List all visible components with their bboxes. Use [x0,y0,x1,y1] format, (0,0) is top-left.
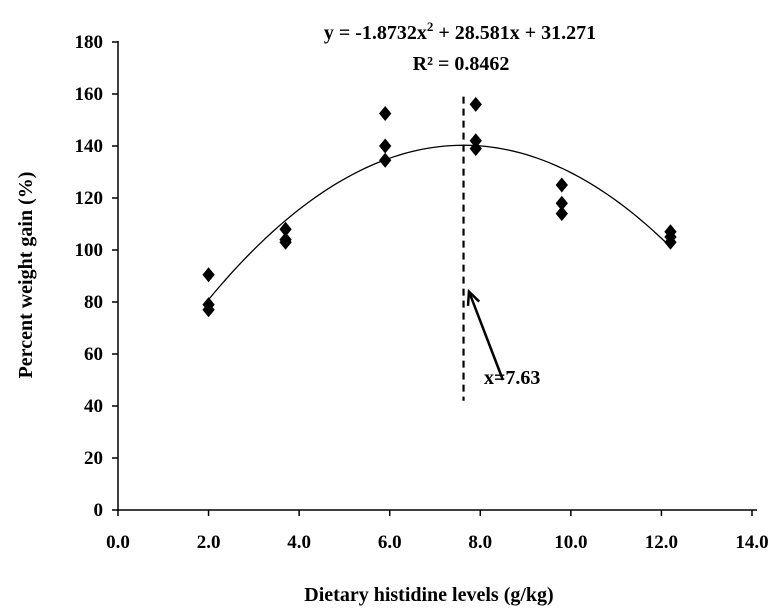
y-tick-label: 20 [84,448,103,469]
x-tick-label: 14.0 [735,532,768,553]
trendline [208,144,671,300]
data-points [202,96,677,318]
optimum-label: x=7.63 [484,367,540,389]
data-point [469,96,482,112]
x-tick-label: 8.0 [468,532,492,553]
x-tick-label: 4.0 [287,532,311,553]
y-axis-title: Percent weight gain (%) [15,172,37,379]
data-point [555,206,568,222]
y-axis-ticks: 0 20 40 60 80 100 120 140 160 180 [75,32,118,521]
y-tick-label: 80 [84,292,103,313]
y-tick-label: 100 [75,240,104,261]
data-point [379,106,392,121]
y-axis: 0 20 40 60 80 100 120 140 160 180 [75,32,119,521]
y-tick-label: 40 [84,396,103,417]
x-tick-label: 2.0 [197,532,221,553]
data-point [469,141,482,157]
arrow-head [466,288,481,306]
y-tick-label: 120 [75,188,104,209]
data-point [279,221,292,237]
x-tick-label: 6.0 [378,532,402,553]
data-point [664,234,677,250]
optimum-marker [462,96,505,401]
data-point [279,234,292,250]
data-point [555,177,568,193]
x-tick-label: 12.0 [645,532,678,553]
x-axis-title: Dietary histidine levels (g/kg) [304,584,553,606]
y-tick-label: 180 [75,32,104,53]
trendline-equation: y = -1.8732x2 + 28.581x + 31.271 [324,19,596,44]
y-tick-label: 140 [75,136,104,157]
x-axis: 0.0 2.0 4.0 6.0 8.0 10.0 12.0 14.0 [106,509,769,553]
data-point [555,195,568,211]
data-point [202,302,215,318]
equation-exponent: 2 [427,19,434,34]
data-point [469,133,482,149]
arrow-shaft [467,291,505,381]
data-point [202,267,215,283]
y-tick-label: 0 [94,500,104,521]
x-tick-label: 10.0 [554,532,587,553]
equation-rest: + 28.581x + 31.271 [433,22,596,44]
trendline-curve [208,144,671,300]
x-axis-ticks: 0.0 2.0 4.0 6.0 8.0 10.0 12.0 14.0 [106,510,769,553]
data-point [379,138,392,154]
data-point [379,152,392,168]
x-tick-label: 0.0 [106,532,130,553]
y-tick-label: 60 [84,344,103,365]
equation-main: y = -1.8732x [324,22,427,44]
y-tick-label: 160 [75,84,104,105]
r-squared-label: R² = 0.8462 [413,53,510,75]
